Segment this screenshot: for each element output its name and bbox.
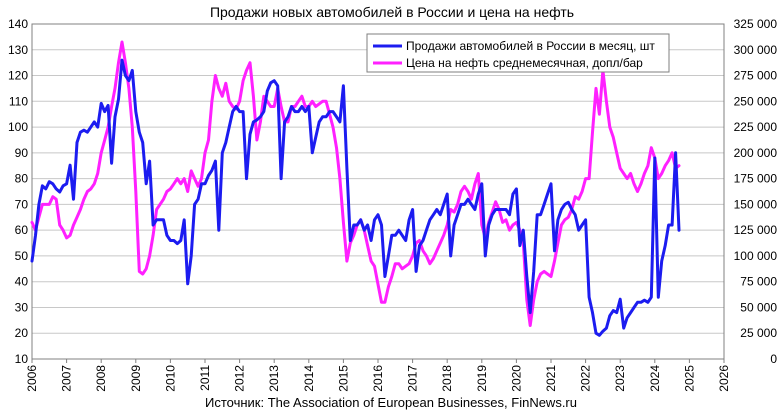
right-tick-label: 200 000 (734, 146, 778, 160)
x-tick-label: 2015 (336, 365, 350, 392)
x-tick-label: 2020 (509, 365, 523, 392)
x-tick-label: 2010 (163, 365, 177, 392)
right-tick-label: 275 000 (734, 69, 778, 83)
right-tick-label: 300 000 (734, 43, 778, 57)
left-tick-label: 110 (9, 94, 28, 108)
left-tick-label: 30 (15, 300, 29, 314)
left-tick-label: 90 (15, 146, 29, 160)
x-tick-label: 2017 (406, 365, 420, 392)
right-tick-label: 75 000 (740, 275, 777, 289)
series-line-sales (30, 58, 681, 337)
x-tick-label: 2022 (579, 365, 593, 392)
right-tick-label: 225 000 (734, 120, 778, 134)
source-note: Источник: The Association of European Bu… (205, 395, 577, 410)
x-tick-label: 2024 (648, 365, 662, 392)
x-tick-label: 2012 (233, 365, 247, 392)
chart-title: Продажи новых автомобилей в России и цен… (210, 4, 574, 20)
x-tick-label: 2007 (60, 365, 74, 392)
x-tick-label: 2009 (129, 365, 143, 392)
x-tick-label: 2016 (371, 365, 385, 392)
x-axis: 2006 2007 2008 2009 2010 2011 2012 2013 2014 2015… (25, 359, 731, 392)
left-tick-label: 60 (15, 223, 29, 237)
right-axis: 0 25 000 50 000 75 000 100 000 125 000 150 000… (734, 17, 778, 366)
x-tick-label: 2008 (94, 365, 108, 392)
x-tick-label: 2018 (440, 365, 454, 392)
series-layer (30, 40, 681, 337)
x-tick-label: 2014 (302, 365, 316, 392)
right-tick-label: 150 000 (734, 197, 778, 211)
left-tick-label: 10 (15, 352, 29, 366)
x-tick-label: 2026 (717, 365, 731, 392)
right-tick-label: 175 000 (734, 172, 778, 186)
left-tick-label: 100 (8, 120, 28, 134)
left-tick-label: 80 (15, 172, 29, 186)
left-tick-label: 130 (8, 43, 28, 57)
right-tick-label: 0 (770, 352, 777, 366)
right-tick-label: 50 000 (740, 300, 777, 314)
right-tick-label: 25 000 (740, 326, 777, 340)
legend: Продажи автомобилей в России в месяц, шт… (366, 33, 670, 73)
x-tick-label: 2011 (198, 365, 212, 391)
left-tick-label: 70 (15, 197, 29, 211)
x-tick-label: 2019 (475, 365, 489, 392)
x-tick-label: 2023 (613, 365, 627, 392)
x-tick-label: 2013 (267, 365, 281, 392)
left-axis: 10 20 30 40 50 60 70 80 90 100 110 120 130 140 (8, 17, 28, 366)
left-tick-label: 50 (15, 249, 29, 263)
right-tick-label: 250 000 (734, 94, 778, 108)
right-tick-label: 125 000 (734, 223, 778, 237)
left-tick-label: 120 (8, 69, 28, 83)
x-tick-label: 2021 (544, 365, 558, 392)
left-tick-label: 140 (8, 17, 28, 31)
legend-label-oil: Цена на нефть среднемесячная, допл/бар (406, 56, 643, 70)
legend-box (366, 33, 670, 73)
left-tick-label: 40 (15, 275, 29, 289)
x-tick-label: 2006 (25, 365, 39, 392)
left-tick-label: 20 (15, 326, 29, 340)
right-tick-label: 325 000 (734, 17, 778, 31)
x-tick-label: 2025 (682, 365, 696, 392)
legend-label-sales: Продажи автомобилей в России в месяц, шт (406, 39, 655, 53)
right-tick-label: 100 000 (734, 249, 778, 263)
